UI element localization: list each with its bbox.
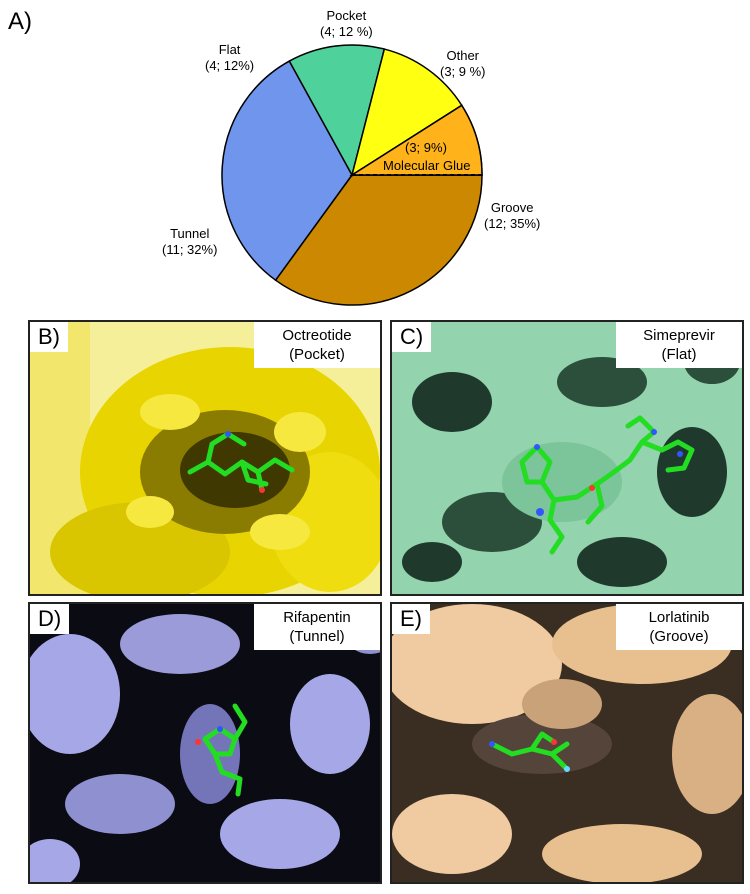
panel-c-tag: C) <box>392 322 432 352</box>
label-pocket-value: (4; 12 %) <box>320 24 373 39</box>
panel-e-category: (Groove) <box>649 628 709 645</box>
label-flat: Flat (4; 12%) <box>205 42 254 74</box>
panel-e-caption: Lorlatinib (Groove) <box>616 604 742 650</box>
pie-slice-pocket <box>350 48 463 177</box>
pie-slice-tunnel <box>221 60 353 282</box>
panel-d-surface <box>30 604 380 882</box>
label-tunnel-name: Tunnel <box>170 226 210 241</box>
label-groove-name: Groove <box>490 200 534 215</box>
panel-e-lorlatinib: E) Lorlatinib (Groove) <box>390 602 744 884</box>
simeprevir-ligand <box>519 415 695 555</box>
panel-b-surface <box>30 322 380 594</box>
pie-slice-groove <box>274 174 483 306</box>
label-other: Other (3; 9 %) <box>440 48 486 80</box>
lorlatinib-ligand <box>489 731 570 772</box>
panel-d-tag: D) <box>30 604 70 634</box>
label-other-value: (3; 9 %) <box>440 64 486 79</box>
panel-d-category: (Tunnel) <box>289 628 345 645</box>
label-molecular-glue-value: (3; 9%) <box>405 140 447 155</box>
panel-d-compound: Rifapentin <box>283 609 351 626</box>
panel-e-compound: Lorlatinib <box>648 609 710 626</box>
panel-c-caption: Simeprevir (Flat) <box>616 322 742 368</box>
panel-b-compound: Octreotide <box>282 327 352 344</box>
panel-c-compound: Simeprevir <box>643 327 715 344</box>
panel-b-caption: Octreotide (Pocket) <box>254 322 380 368</box>
label-flat-value: (4; 12%) <box>205 58 255 73</box>
label-pocket-name: Pocket <box>326 8 367 23</box>
label-tunnel-value: (11; 32%) <box>162 242 218 257</box>
label-tunnel: Tunnel (11; 32%) <box>162 226 217 258</box>
panel-e-tag: E) <box>392 604 430 634</box>
label-pocket: Pocket (4; 12 %) <box>320 8 373 40</box>
panel-c-simeprevir: C) Simeprevir (Flat) <box>390 320 744 596</box>
pie-slice-flat <box>288 44 386 178</box>
label-groove: Groove (12; 35%) <box>484 200 540 232</box>
label-other-name: Other <box>446 48 480 63</box>
panel-d-caption: Rifapentin (Tunnel) <box>254 604 380 650</box>
panel-b-category: (Pocket) <box>289 346 345 363</box>
label-molecular-glue: Molecular Glue <box>383 158 471 173</box>
panel-a-label: A) <box>8 8 32 35</box>
panel-b-octreotide: B) Octreotide (Pocket) <box>28 320 382 596</box>
panel-c-category: (Flat) <box>661 346 697 363</box>
octreotide-ligand <box>187 431 295 493</box>
label-groove-value: (12; 35%) <box>484 216 541 231</box>
panel-d-rifapentin: D) Rifapentin (Tunnel) <box>28 602 382 884</box>
panel-b-tag: B) <box>30 322 68 352</box>
label-flat-name: Flat <box>218 42 241 57</box>
rifapentin-ligand <box>202 703 248 797</box>
pie-chart <box>221 44 483 306</box>
